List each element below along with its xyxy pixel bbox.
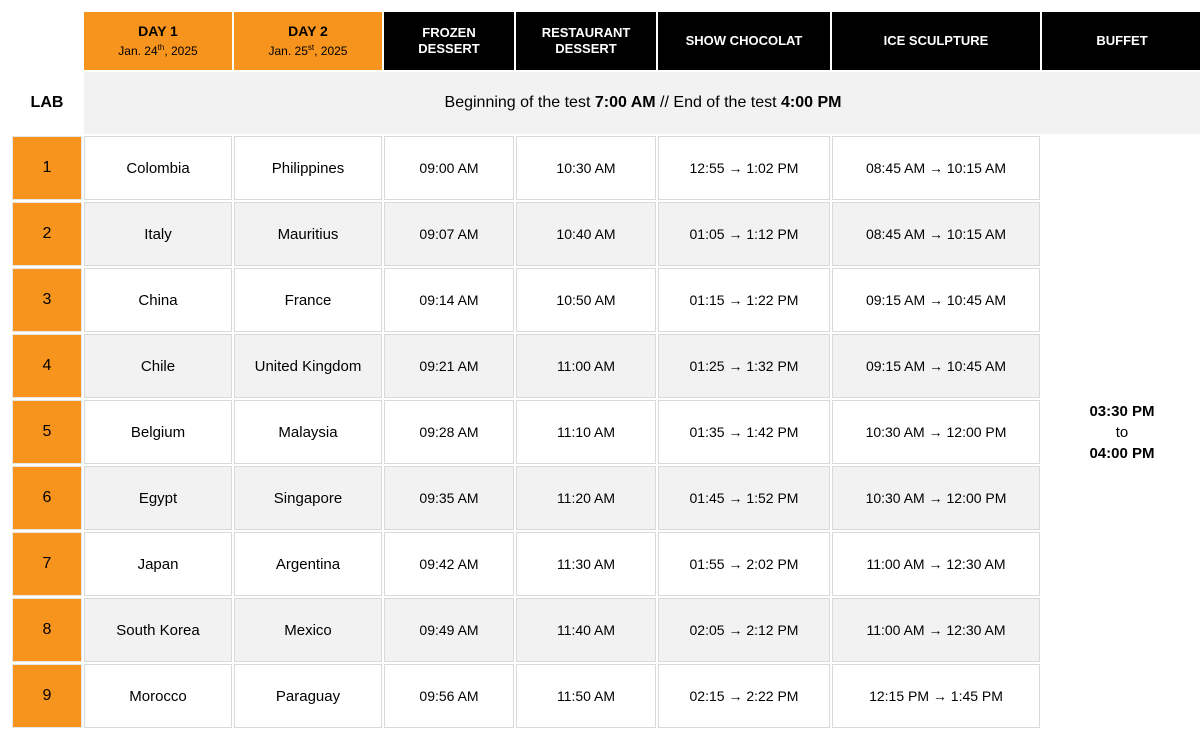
cell-day2: Singapore <box>234 466 382 530</box>
cell-ice: 11:00 AM → 12:30 AM <box>832 598 1040 662</box>
cell-show: 01:35 → 1:42 PM <box>658 400 830 464</box>
row-number: 4 <box>12 334 82 398</box>
table-row: 9 Morocco Paraguay 09:56 AM 11:50 AM 02:… <box>12 664 1200 728</box>
cell-show: 01:25 → 1:32 PM <box>658 334 830 398</box>
cell-show: 01:15 → 1:22 PM <box>658 268 830 332</box>
table-row: 5 Belgium Malaysia 09:28 AM 11:10 AM 01:… <box>12 400 1200 464</box>
table-row: 8 South Korea Mexico 09:49 AM 11:40 AM 0… <box>12 598 1200 662</box>
cell-day2: Mauritius <box>234 202 382 266</box>
header-row: DAY 1 Jan. 24th, 2025 DAY 2 Jan. 25st, 2… <box>12 12 1200 70</box>
cell-frozen: 09:42 AM <box>384 532 514 596</box>
cell-day1: Egypt <box>84 466 232 530</box>
cell-restaurant: 11:20 AM <box>516 466 656 530</box>
cell-day2: Malaysia <box>234 400 382 464</box>
cell-frozen: 09:07 AM <box>384 202 514 266</box>
row-number: 2 <box>12 202 82 266</box>
header-show: SHOW CHOCOLAT <box>658 12 830 70</box>
table-row: 1 Colombia Philippines 09:00 AM 10:30 AM… <box>12 136 1200 200</box>
test-info: Beginning of the test 7:00 AM // End of … <box>84 72 1200 134</box>
header-day2: DAY 2 Jan. 25st, 2025 <box>234 12 382 70</box>
header-day1-title: DAY 1 <box>138 23 178 39</box>
table-row: 3 China France 09:14 AM 10:50 AM 01:15 →… <box>12 268 1200 332</box>
cell-ice: 08:45 AM → 10:15 AM <box>832 202 1040 266</box>
cell-day1: South Korea <box>84 598 232 662</box>
cell-show: 12:55 → 1:02 PM <box>658 136 830 200</box>
row-number: 1 <box>12 136 82 200</box>
cell-show: 01:05 → 1:12 PM <box>658 202 830 266</box>
row-number: 5 <box>12 400 82 464</box>
row-number: 8 <box>12 598 82 662</box>
cell-day2: Paraguay <box>234 664 382 728</box>
cell-show: 02:15 → 2:22 PM <box>658 664 830 728</box>
cell-restaurant: 11:30 AM <box>516 532 656 596</box>
table-row: 7 Japan Argentina 09:42 AM 11:30 AM 01:5… <box>12 532 1200 596</box>
cell-ice: 09:15 AM → 10:45 AM <box>832 268 1040 332</box>
cell-ice: 10:30 AM → 12:00 PM <box>832 400 1040 464</box>
header-day2-title: DAY 2 <box>288 23 328 39</box>
cell-frozen: 09:28 AM <box>384 400 514 464</box>
cell-restaurant: 11:40 AM <box>516 598 656 662</box>
lab-label: LAB <box>12 72 82 134</box>
cell-day1: Chile <box>84 334 232 398</box>
cell-ice: 11:00 AM → 12:30 AM <box>832 532 1040 596</box>
cell-restaurant: 10:40 AM <box>516 202 656 266</box>
header-ice: ICE SCULPTURE <box>832 12 1040 70</box>
cell-frozen: 09:21 AM <box>384 334 514 398</box>
cell-frozen: 09:00 AM <box>384 136 514 200</box>
cell-restaurant: 10:30 AM <box>516 136 656 200</box>
header-day1-date: Jan. 24th, 2025 <box>90 43 226 59</box>
cell-day2: United Kingdom <box>234 334 382 398</box>
cell-frozen: 09:49 AM <box>384 598 514 662</box>
cell-day2: France <box>234 268 382 332</box>
cell-frozen: 09:14 AM <box>384 268 514 332</box>
cell-day1: Belgium <box>84 400 232 464</box>
cell-ice: 10:30 AM → 12:00 PM <box>832 466 1040 530</box>
cell-day1: Japan <box>84 532 232 596</box>
cell-day2: Mexico <box>234 598 382 662</box>
cell-restaurant: 11:10 AM <box>516 400 656 464</box>
cell-day1: China <box>84 268 232 332</box>
cell-ice: 09:15 AM → 10:45 AM <box>832 334 1040 398</box>
row-number: 6 <box>12 466 82 530</box>
buffet-cell: 03:30 PM to 04:00 PM <box>1042 136 1200 728</box>
cell-day1: Italy <box>84 202 232 266</box>
cell-day1: Colombia <box>84 136 232 200</box>
cell-day2: Philippines <box>234 136 382 200</box>
row-number: 9 <box>12 664 82 728</box>
header-buffet: BUFFET <box>1042 12 1200 70</box>
table-row: 4 Chile United Kingdom 09:21 AM 11:00 AM… <box>12 334 1200 398</box>
cell-day1: Morocco <box>84 664 232 728</box>
cell-restaurant: 11:00 AM <box>516 334 656 398</box>
row-number: 7 <box>12 532 82 596</box>
cell-show: 01:55 → 2:02 PM <box>658 532 830 596</box>
cell-show: 02:05 → 2:12 PM <box>658 598 830 662</box>
cell-frozen: 09:56 AM <box>384 664 514 728</box>
header-day1: DAY 1 Jan. 24th, 2025 <box>84 12 232 70</box>
cell-day2: Argentina <box>234 532 382 596</box>
cell-show: 01:45 → 1:52 PM <box>658 466 830 530</box>
table-row: 2 Italy Mauritius 09:07 AM 10:40 AM 01:0… <box>12 202 1200 266</box>
header-day2-date: Jan. 25st, 2025 <box>240 43 376 59</box>
cell-ice: 08:45 AM → 10:15 AM <box>832 136 1040 200</box>
header-restaurant: RESTAURANT DESSERT <box>516 12 656 70</box>
cell-ice: 12:15 PM → 1:45 PM <box>832 664 1040 728</box>
header-frozen: FROZEN DESSERT <box>384 12 514 70</box>
cell-restaurant: 10:50 AM <box>516 268 656 332</box>
schedule-table: DAY 1 Jan. 24th, 2025 DAY 2 Jan. 25st, 2… <box>10 10 1200 730</box>
header-corner <box>12 12 82 70</box>
cell-frozen: 09:35 AM <box>384 466 514 530</box>
cell-restaurant: 11:50 AM <box>516 664 656 728</box>
table-row: 6 Egypt Singapore 09:35 AM 11:20 AM 01:4… <box>12 466 1200 530</box>
subheader-row: LAB Beginning of the test 7:00 AM // End… <box>12 72 1200 134</box>
row-number: 3 <box>12 268 82 332</box>
